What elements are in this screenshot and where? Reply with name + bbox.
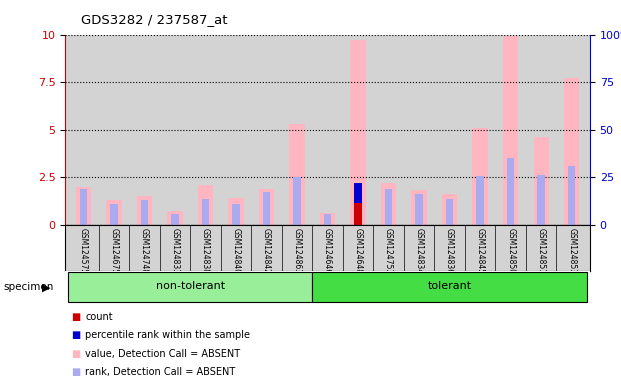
Text: tolerant: tolerant [427,281,472,291]
Text: GSM124850: GSM124850 [506,228,515,275]
Bar [537,175,545,225]
Text: percentile rank within the sample: percentile rank within the sample [85,330,250,340]
Text: GSM124575: GSM124575 [79,228,88,275]
Text: GSM124842: GSM124842 [262,228,271,274]
Text: non-tolerant: non-tolerant [156,281,225,291]
Bar [354,183,362,203]
Text: GSM124646: GSM124646 [323,228,332,275]
Bar [476,176,484,225]
Text: GSM124863: GSM124863 [292,228,302,275]
Bar [263,192,270,225]
Bar [68,272,312,302]
Bar [229,198,243,225]
Text: GSM124833: GSM124833 [171,228,179,275]
Text: ▶: ▶ [42,282,51,292]
Bar [171,214,179,225]
Bar [415,194,423,225]
Text: GSM124838: GSM124838 [201,228,210,274]
Text: GSM124834: GSM124834 [415,228,424,275]
Text: GSM124851: GSM124851 [537,228,546,274]
Text: GSM124836: GSM124836 [445,228,454,275]
Bar [385,189,392,225]
Text: count: count [85,312,112,322]
Text: GSM124675: GSM124675 [109,228,119,275]
Bar [289,124,305,225]
Bar [141,200,148,225]
Text: ■: ■ [71,330,81,340]
Bar [354,203,362,225]
Text: GSM124753: GSM124753 [384,228,393,275]
Bar [442,194,457,225]
Bar [232,204,240,225]
Bar [168,211,183,225]
Bar [473,128,487,225]
Bar [198,185,213,225]
Bar [533,137,549,225]
Bar [350,40,366,225]
Bar [137,196,152,225]
Text: GDS3282 / 237587_at: GDS3282 / 237587_at [81,13,227,26]
Bar [312,272,587,302]
Bar [324,214,332,225]
Bar [503,36,519,225]
Text: GSM124853: GSM124853 [567,228,576,275]
Text: ■: ■ [71,367,81,377]
Text: GSM124845: GSM124845 [476,228,484,275]
Bar [259,189,274,225]
Bar [446,199,453,225]
Text: GSM124648: GSM124648 [353,228,363,275]
Bar [354,203,362,225]
Bar [381,183,396,225]
Bar [564,78,579,225]
Text: ■: ■ [71,349,81,359]
Bar [110,204,118,225]
Bar [202,199,209,225]
Bar [568,166,576,225]
Bar [106,200,122,225]
Bar [412,190,427,225]
Bar [76,187,91,225]
Bar [79,189,88,225]
Bar [507,158,514,225]
Text: value, Detection Call = ABSENT: value, Detection Call = ABSENT [85,349,240,359]
Text: ■: ■ [71,312,81,322]
Text: rank, Detection Call = ABSENT: rank, Detection Call = ABSENT [85,367,235,377]
Text: GSM124840: GSM124840 [232,228,240,275]
Bar [320,213,335,225]
Bar [293,177,301,225]
Text: GSM124748: GSM124748 [140,228,149,275]
Text: specimen: specimen [3,282,53,292]
